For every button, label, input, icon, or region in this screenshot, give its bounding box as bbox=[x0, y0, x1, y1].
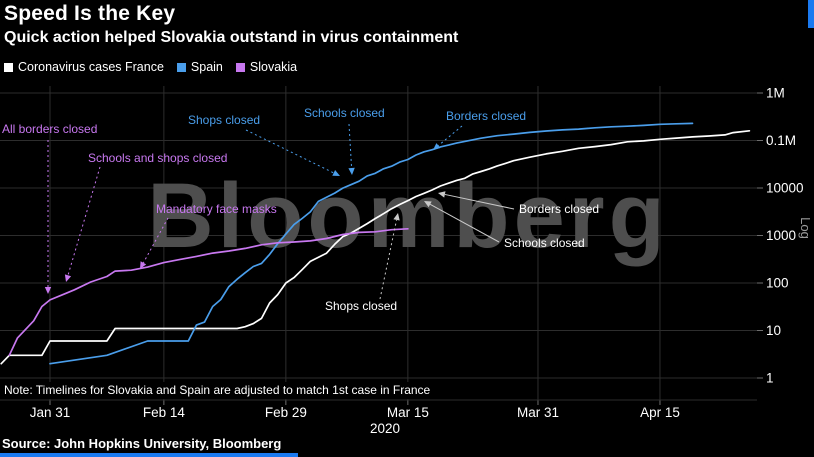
annotation-arrow bbox=[379, 219, 398, 300]
france-swatch-icon bbox=[4, 62, 13, 72]
y-tick-label: 10 bbox=[766, 323, 781, 338]
annotation-arrowhead bbox=[64, 274, 72, 282]
x-tick-label: Apr 15 bbox=[640, 405, 680, 420]
legend-label-france: Coronavirus cases France bbox=[18, 60, 164, 74]
annotation-arrow bbox=[438, 125, 463, 146]
annotation-label-sk-schools-shops: Schools and shops closed bbox=[88, 151, 227, 165]
annotation-arrow bbox=[245, 129, 334, 174]
page-subtitle: Quick action helped Slovakia outstand in… bbox=[4, 29, 459, 46]
legend-label-slovakia: Slovakia bbox=[249, 60, 298, 74]
x-tick-label: Mar 31 bbox=[517, 405, 559, 420]
legend-label-spain: Spain bbox=[190, 60, 223, 74]
y-tick-label: 0.1M bbox=[766, 133, 796, 148]
legend-item-slovakia: Slovakia bbox=[235, 60, 298, 74]
x-tick-label: Mar 15 bbox=[387, 405, 429, 420]
annotation-arrow bbox=[348, 123, 353, 169]
annotation-arrow bbox=[444, 193, 515, 210]
annotation-arrowhead bbox=[438, 191, 446, 198]
annotation-label-fr-borders: Borders closed bbox=[519, 202, 599, 216]
annotation-label-es-borders: Borders closed bbox=[446, 109, 526, 123]
y-tick-label: 10000 bbox=[766, 181, 804, 196]
legend: Coronavirus cases France Spain Slovakia bbox=[4, 60, 297, 74]
annotation-arrow bbox=[142, 217, 169, 264]
bottom-accent-bar bbox=[0, 453, 298, 457]
series-line-slovakia bbox=[8, 227, 409, 357]
annotation-arrowhead bbox=[348, 167, 355, 175]
annotation-arrowhead bbox=[393, 213, 400, 221]
series-line-france bbox=[0, 129, 751, 365]
annotation-label-sk-masks: Mandatory face masks bbox=[156, 202, 277, 216]
annotation-arrowhead bbox=[332, 170, 340, 176]
annotation-arrow bbox=[67, 166, 101, 276]
footnote: Note: Timelines for Slovakia and Spain a… bbox=[2, 382, 439, 399]
annotation-arrow bbox=[429, 203, 500, 243]
legend-item-spain: Spain bbox=[176, 60, 223, 74]
x-tick-label: Feb 14 bbox=[143, 405, 186, 420]
scrollbar-thumb[interactable] bbox=[808, 0, 814, 28]
x-tick-label: Feb 29 bbox=[265, 405, 307, 420]
log-scale-label: Log bbox=[798, 217, 813, 239]
annotation-label-es-shops: Shops closed bbox=[188, 113, 260, 127]
y-tick-label: 1 bbox=[766, 371, 774, 386]
y-tick-label: 1M bbox=[766, 86, 785, 101]
annotation-label-es-schools: Schools closed bbox=[304, 106, 385, 120]
y-tick-label: 1000 bbox=[766, 228, 796, 243]
annotation-arrowhead bbox=[433, 143, 441, 150]
annotation-label-fr-shops: Shops closed bbox=[325, 299, 397, 313]
y-tick-label: 100 bbox=[766, 276, 789, 291]
x-tick-label: Jan 31 bbox=[30, 405, 71, 420]
annotation-arrowhead bbox=[44, 287, 52, 294]
annotation-arrowhead bbox=[140, 261, 147, 269]
year-label: 2020 bbox=[370, 421, 400, 436]
spain-swatch-icon bbox=[176, 62, 186, 72]
page-title: Speed Is the Key bbox=[4, 2, 176, 25]
series-line-spain bbox=[49, 122, 694, 365]
legend-item-france: Coronavirus cases France bbox=[4, 60, 164, 74]
annotation-label-sk-borders: All borders closed bbox=[2, 122, 97, 136]
annotation-arrowhead bbox=[424, 201, 432, 208]
annotation-label-fr-schools: Schools closed bbox=[504, 236, 585, 250]
source-line: Source: John Hopkins University, Bloombe… bbox=[2, 436, 282, 451]
slovakia-swatch-icon bbox=[235, 62, 245, 72]
